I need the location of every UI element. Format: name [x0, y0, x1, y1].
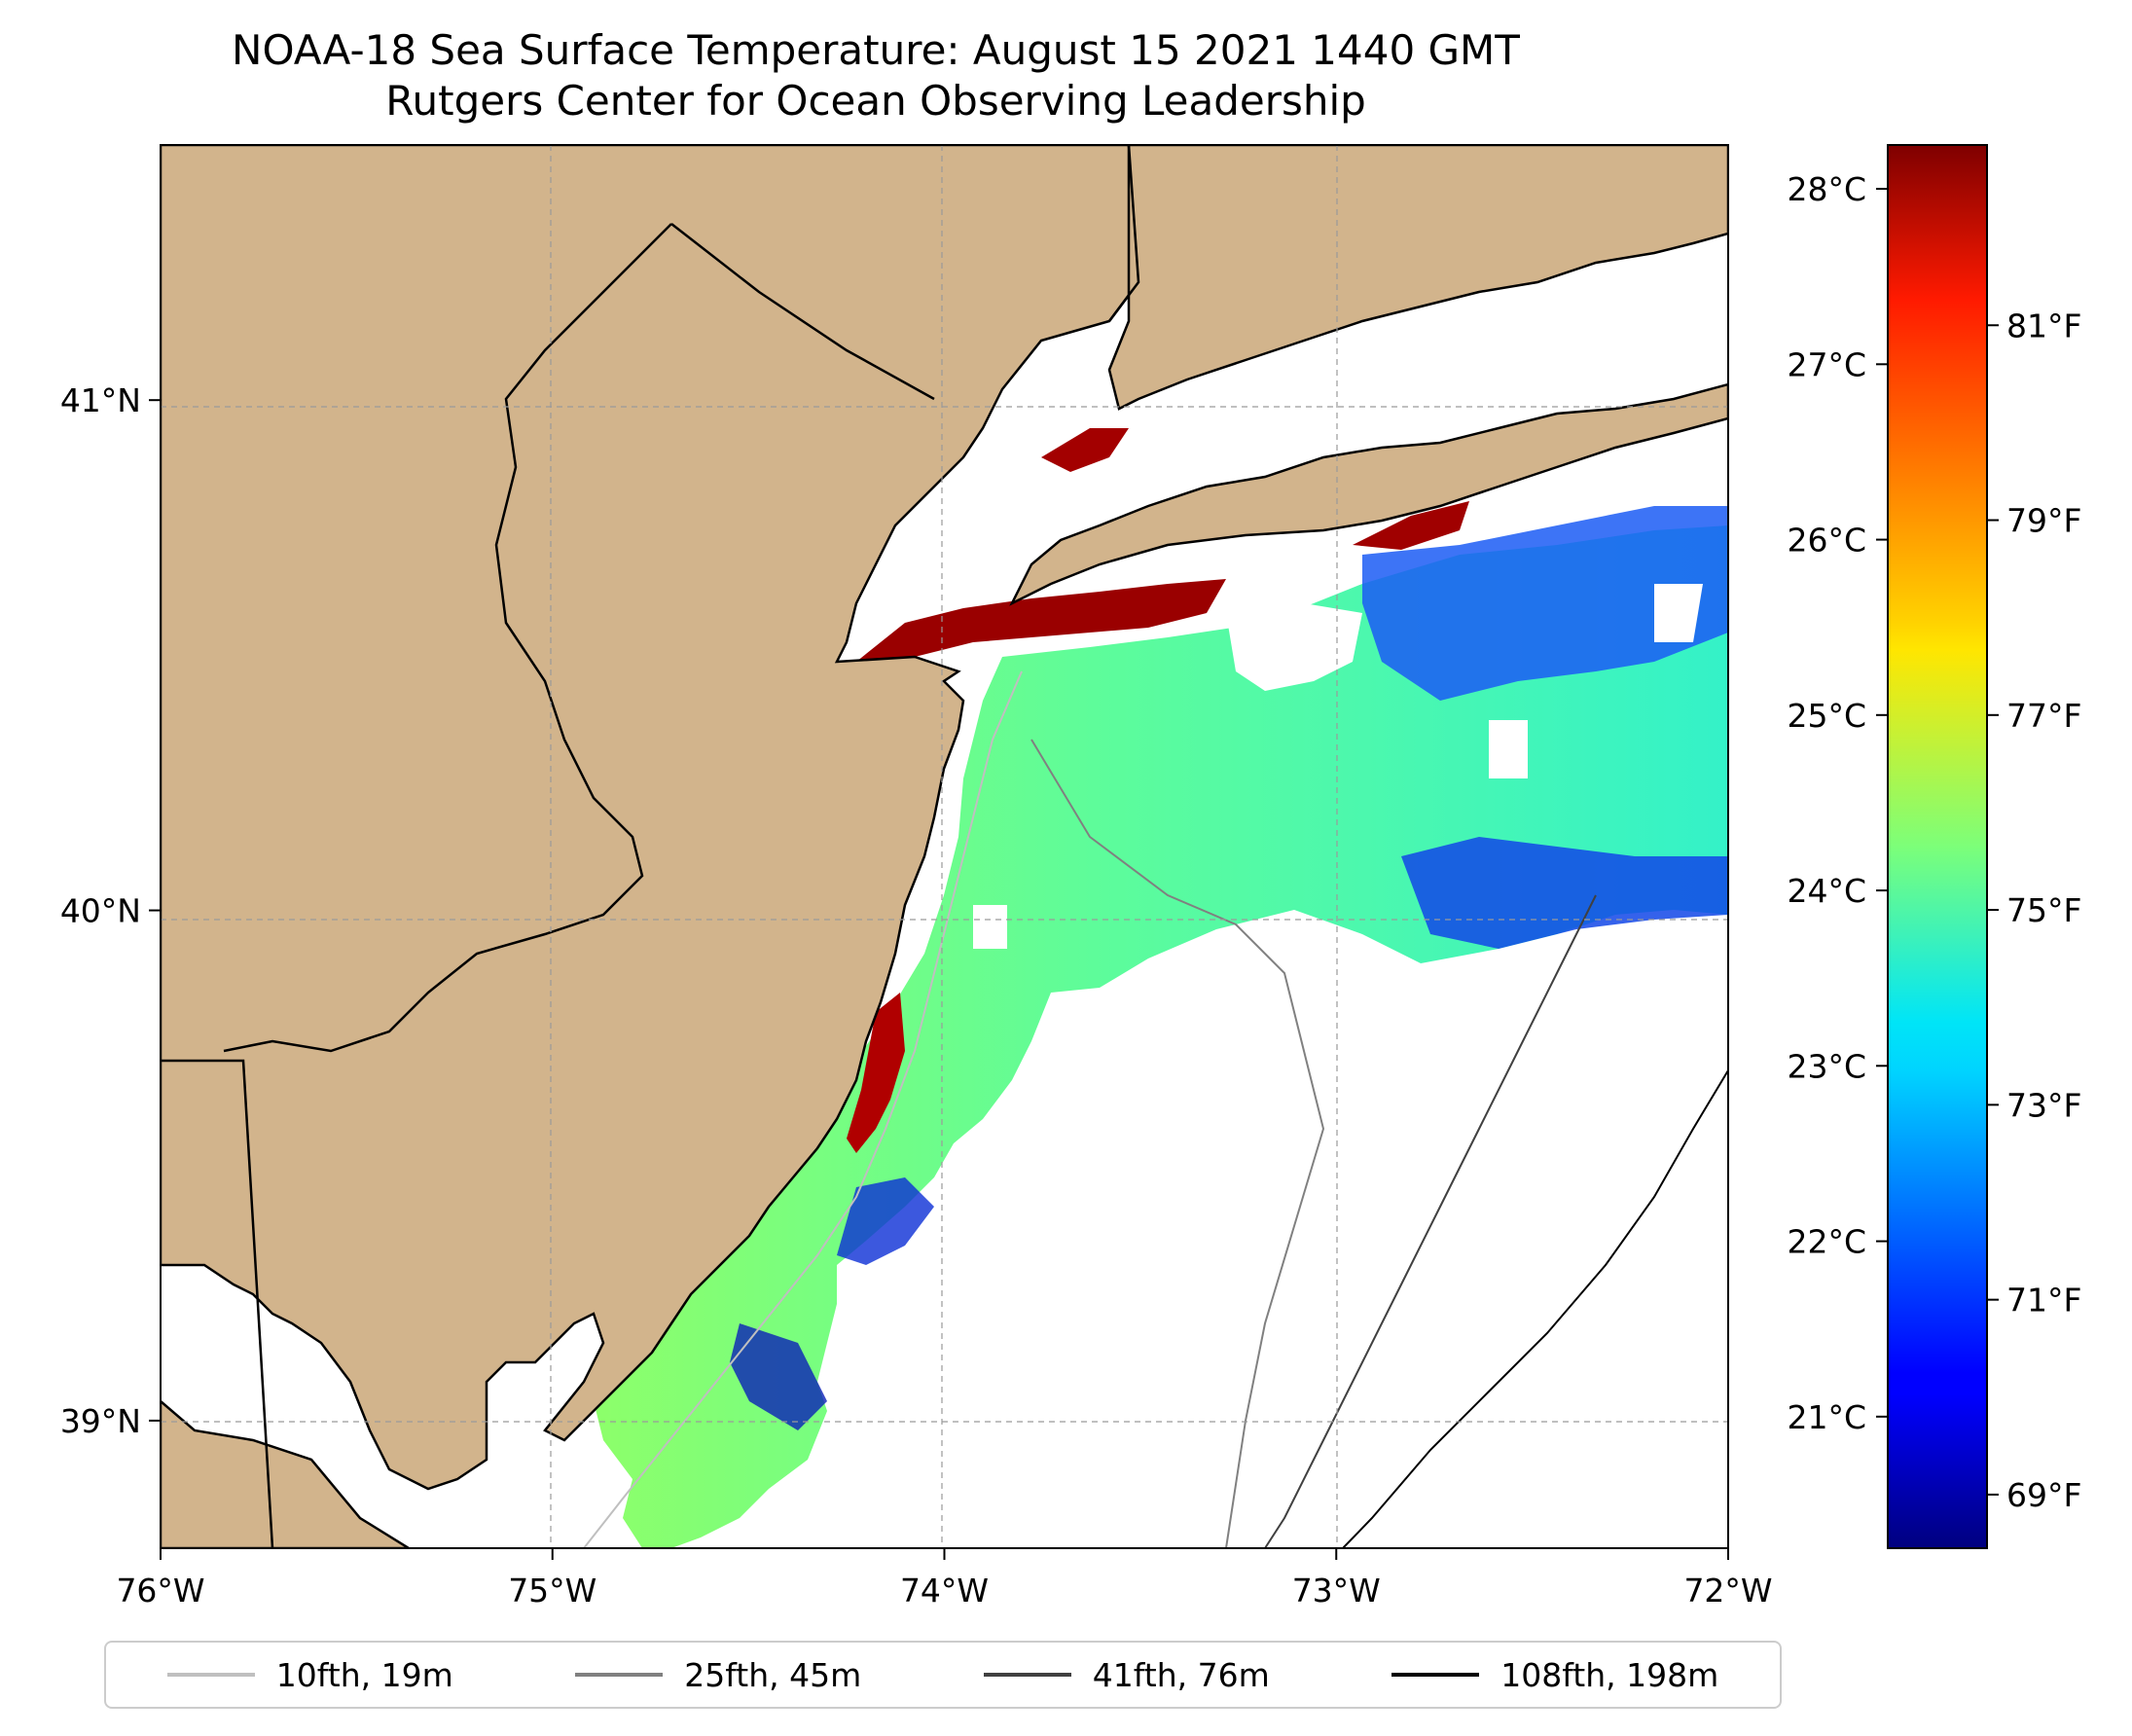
legend-entry-198m: 108fth, 198m [1391, 1656, 1718, 1694]
land-delmarva [161, 1399, 412, 1548]
y-tick-label-2: 39°N [60, 1402, 141, 1440]
colorbar-f-label-0: 69°F [2006, 1476, 2081, 1514]
gridlines [161, 145, 1728, 1548]
boundary-ny-ct [1108, 145, 1140, 322]
map-panel [161, 145, 1728, 1548]
colorbar-c-label-4: 25°C [1787, 697, 1866, 735]
colorbar-c-label-2: 23°C [1787, 1047, 1866, 1085]
chart-title: NOAA-18 Sea Surface Temperature: August … [0, 25, 1752, 127]
land-new-england [1107, 145, 1728, 411]
sst-cool-patch-south [837, 1177, 934, 1265]
x-tick-label-4: 72°W [1683, 1572, 1772, 1609]
legend-label-19m: 10fth, 19m [275, 1655, 453, 1694]
isobath-legend: 10fth, 19m 25fth, 45m 41fth, 76m 108fth,… [104, 1641, 1782, 1709]
land [161, 145, 1728, 1548]
legend-label-45m: 25fth, 45m [684, 1655, 862, 1694]
x-tick-label-2: 74°W [900, 1572, 989, 1609]
colorbar-c-label-3: 24°C [1787, 872, 1866, 910]
isobath-19m [583, 670, 1023, 1548]
colorbar-f-label-5: 79°F [2006, 502, 2081, 540]
legend-swatch-76m [983, 1673, 1071, 1677]
colorbar-c-label-5: 26°C [1787, 522, 1866, 560]
isobath-198m [1342, 1069, 1728, 1548]
x-tick-label-3: 73°W [1292, 1572, 1381, 1609]
colorbar-f-label-2: 73°F [2006, 1086, 2081, 1124]
legend-swatch-198m [1391, 1673, 1480, 1677]
isobaths [583, 670, 1728, 1548]
colorbar-c-label-0: 21°C [1787, 1398, 1866, 1436]
x-tick-label-0: 76°W [116, 1572, 204, 1609]
sst-warm-sound [1041, 428, 1129, 472]
sst-warm-harbor [856, 579, 1226, 662]
state-boundaries [161, 145, 1140, 1548]
sst-cool-band [1362, 506, 1728, 701]
x-tick-label-1: 75°W [508, 1572, 596, 1609]
x-axis: 76°W 75°W 74°W 73°W 72°W [116, 1548, 1773, 1609]
boundary-de-md [161, 1059, 274, 1548]
cloud-mask-1 [1226, 603, 1362, 691]
colorbar-c-label-6: 27°C [1787, 345, 1866, 383]
land-mainland [161, 145, 1140, 1491]
title-line-1: NOAA-18 Sea Surface Temperature: August … [232, 26, 1520, 74]
colorbar-f-label-3: 75°F [2006, 891, 2081, 929]
land-long-island [1009, 382, 1728, 606]
colorbar-f-label-4: 77°F [2006, 697, 2081, 735]
colorbar-c-label-7: 28°C [1787, 170, 1866, 208]
sst-cool-patch-southwest [730, 1323, 827, 1430]
isobath-76m [1264, 894, 1597, 1548]
legend-swatch-45m [575, 1673, 664, 1677]
legend-entry-45m: 25fth, 45m [575, 1656, 861, 1694]
colorbar: 21°C 22°C 23°C 24°C 25°C 26°C 27°C 28°C 69°F 71°… [1787, 144, 2081, 1549]
sst-data [594, 428, 1728, 1548]
colorbar-f-label-1: 71°F [2006, 1282, 2081, 1320]
colorbar-fahrenheit-axis: 69°F 71°F 73°F 75°F 77°F 79°F 81°F [1987, 307, 2081, 1514]
cloud-mask-3 [1489, 720, 1528, 778]
colorbar-f-label-6: 81°F [2006, 307, 2081, 344]
colorbar-gradient [1887, 144, 1988, 1549]
cloud-mask-4 [973, 905, 1007, 949]
legend-entry-19m: 10fth, 19m [166, 1655, 453, 1694]
sst-warm-inlet-coast [847, 993, 905, 1153]
sst-warm-south-shore [1353, 501, 1469, 550]
boundary-ny-nj [670, 223, 935, 401]
title-line-2: Rutgers Center for Ocean Observing Leade… [385, 77, 1366, 125]
isobath-45m [1030, 739, 1325, 1548]
colorbar-c-label-1: 22°C [1787, 1223, 1866, 1261]
legend-entry-76m: 41fth, 76m [983, 1655, 1270, 1694]
legend-label-76m: 41fth, 76m [1092, 1655, 1270, 1694]
y-axis: 41°N 40°N 39°N [60, 381, 161, 1440]
legend-swatch-19m [166, 1673, 255, 1677]
y-tick-label-1: 40°N [60, 892, 141, 930]
boundary-pa-nj [223, 223, 672, 1053]
y-tick-label-0: 41°N [60, 381, 141, 419]
colorbar-celsius-axis: 21°C 22°C 23°C 24°C 25°C 26°C 27°C 28°C [1787, 170, 1888, 1436]
sst-swath-main [594, 525, 1728, 1548]
sst-cool-patch-east [1401, 837, 1728, 949]
cloud-mask-2 [1654, 584, 1703, 642]
legend-label-198m: 108fth, 198m [1500, 1655, 1719, 1694]
